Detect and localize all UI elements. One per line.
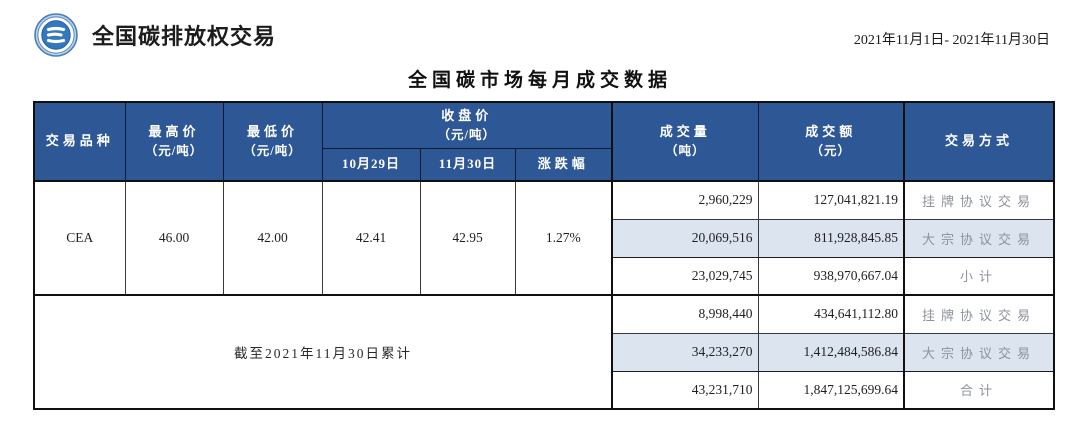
col-header-low-unit: （元/吨） <box>243 143 302 158</box>
cell-volume: 2,960,229 <box>611 180 759 220</box>
cell-method: 挂牌协议交易 <box>903 180 1055 220</box>
cell-low-price: 42.00 <box>222 180 323 296</box>
col-header-variety: 交易品种 <box>33 101 126 182</box>
cell-method: 挂牌协议交易 <box>903 294 1055 334</box>
cell-change-percent: 1.27% <box>514 180 613 296</box>
col-header-close-unit: （元/吨） <box>437 127 496 142</box>
table-row-cumulative-total: 43,231,710 1,847,125,699.64 合计 <box>34 370 1055 410</box>
cell-high-price: 46.00 <box>124 180 224 296</box>
col-header-close-oct29: 10月29日 <box>321 147 421 182</box>
cell-volume: 34,233,270 <box>611 332 759 372</box>
col-header-close-change: 涨跌幅 <box>514 147 613 182</box>
cell-variety: CEA <box>33 180 126 296</box>
cell-amount: 938,970,667.04 <box>757 256 905 296</box>
cell-amount: 1,847,125,699.64 <box>757 370 905 410</box>
brand-logo-icon <box>34 12 78 57</box>
header-row-1: 交易品种 最高价 （元/吨） 最低价 （元/吨） 收盘价 （元/吨） 成交量 （… <box>33 101 1055 182</box>
table-row-cumulative-block: 34,233,270 1,412,484,586.84 大宗协议交易 <box>34 332 1055 372</box>
cell-volume: 43,231,710 <box>611 370 759 410</box>
col-header-amount-label: 成交额 <box>805 124 857 140</box>
cell-amount: 127,041,821.19 <box>757 180 905 220</box>
col-header-high: 最高价 （元/吨） <box>124 101 224 182</box>
col-header-method-label: 交易方式 <box>945 133 1014 149</box>
cell-volume: 20,069,516 <box>611 218 759 258</box>
col-header-close-label: 收盘价 <box>441 107 493 123</box>
col-header-high-unit: （元/吨） <box>144 143 204 158</box>
cell-amount: 434,641,112.80 <box>757 294 905 334</box>
trade-data-table: 交易品种 最高价 （元/吨） 最低价 （元/吨） 收盘价 （元/吨） 成交量 （… <box>33 101 1056 410</box>
col-header-close: 收盘价 （元/吨） <box>321 101 613 149</box>
cell-close-oct29: 42.41 <box>321 180 421 296</box>
cell-amount: 1,412,484,586.84 <box>757 332 905 372</box>
table-row-monthly-subtotal: 23,029,745 938,970,667.04 小计 <box>34 256 1055 296</box>
cell-amount: 811,928,845.85 <box>757 218 905 258</box>
col-header-method: 交易方式 <box>903 101 1055 182</box>
table-row-cumulative-listed: 截至2021年11月30日累计 8,998,440 434,641,112.80… <box>33 294 1055 410</box>
cell-method: 大宗协议交易 <box>903 218 1055 258</box>
cell-method: 小计 <box>903 256 1055 296</box>
cell-method: 大宗协议交易 <box>903 332 1055 372</box>
col-header-high-label: 最高价 <box>148 124 200 140</box>
col-header-low-label: 最低价 <box>246 124 298 140</box>
brand-title: 全国碳排放权交易 <box>92 23 277 49</box>
table-title: 全国碳市场每月成交数据 <box>407 70 672 91</box>
table-row-monthly-listed: CEA 46.00 42.00 42.41 42.95 1.27% 2,960,… <box>33 180 1055 296</box>
col-header-amount: 成交额 （元） <box>757 101 905 182</box>
brand: 全国碳排放权交易 <box>34 12 277 57</box>
col-header-volume: 成交量 （吨） <box>611 101 759 182</box>
col-header-low: 最低价 （元/吨） <box>222 101 323 182</box>
cell-cumulative-label: 截至2021年11月30日累计 <box>33 294 613 410</box>
report-date-range: 2021年11月1日- 2021年11月30日 <box>853 32 1050 48</box>
col-header-amount-unit: （元） <box>810 143 852 158</box>
col-header-volume-unit: （吨） <box>665 143 706 158</box>
document-header: 全国碳排放权交易 2021年11月1日- 2021年11月30日 <box>0 0 1080 58</box>
col-header-variety-label: 交易品种 <box>45 133 114 149</box>
header-row-2: 10月29日 11月30日 涨跌幅 <box>34 147 1054 182</box>
cell-method: 合计 <box>903 370 1055 410</box>
cell-volume: 8,998,440 <box>611 294 759 334</box>
cell-close-nov30: 42.95 <box>419 180 516 296</box>
col-header-close-nov30: 11月30日 <box>419 147 516 182</box>
cell-volume: 23,029,745 <box>611 256 759 296</box>
col-header-volume-label: 成交量 <box>659 124 711 140</box>
table-row-monthly-block: 20,069,516 811,928,845.85 大宗协议交易 <box>34 218 1055 258</box>
